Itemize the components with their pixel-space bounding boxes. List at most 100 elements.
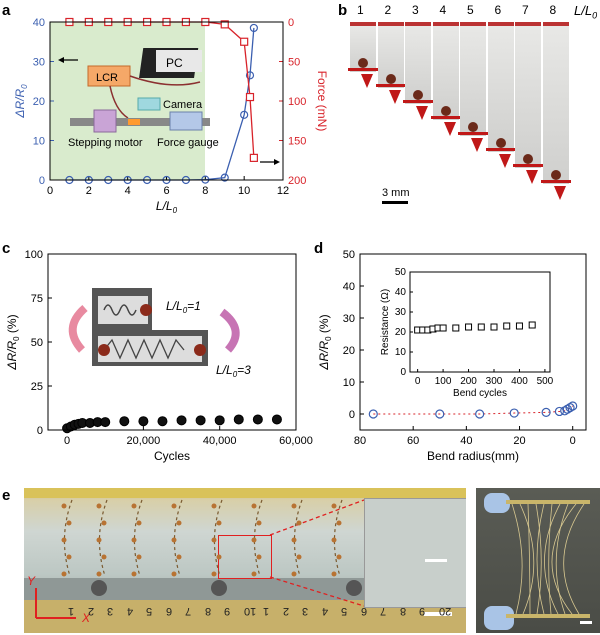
x-tick-label: 0 [47,185,53,197]
data-point [435,409,445,419]
bead [101,520,107,526]
bead [96,571,102,577]
ruler-number: 6 [165,605,172,617]
bead [336,554,342,560]
x-tick-label: 2 [86,185,92,197]
specimen-strip [542,22,569,184]
inset-frame-d [409,271,551,373]
inset-x-axis-label: Bend cycles [453,388,507,399]
data-point [568,401,578,411]
step-label: 5 [467,3,474,17]
panel-label-a: a [2,2,11,19]
clamp-bar [458,132,488,135]
x-tick-label: 40 [460,435,472,447]
bead [331,571,337,577]
serpentine-wire [333,499,343,577]
inset-text-1: L/L0=1 [166,299,201,315]
panel-label-b: b [338,2,348,19]
inset-x-tick-label: 500 [537,376,554,387]
chart-c: 0 20,000 40,000 60,000 0 25 50 75 100 Cycles ΔR/R0… [5,249,313,463]
y-tick-label-left: 10 [33,136,45,148]
y-axis-label-right: Force (mN) [315,71,329,132]
bead [96,537,102,543]
y-tick-label: 50 [343,249,355,261]
specimen-strip [432,22,459,120]
bead [291,571,297,577]
x-tick-label: 0 [64,435,70,447]
ruler-number: 10 [243,605,256,617]
ruler-number: 1 [68,605,75,617]
stretched-wire [536,503,545,615]
pull-arrow [526,170,538,184]
ruler-number: 8 [399,605,406,617]
ruler-number: 7 [380,605,387,617]
specimen-strip [515,22,541,168]
axis-y-label: Y [27,574,36,588]
bead [331,537,337,543]
bead [336,520,342,526]
y-tick-label-right: 50 [288,57,300,69]
bead [216,520,222,526]
inset-point [528,321,536,329]
data-point [214,415,225,426]
step-label: 4 [439,3,447,17]
camera-label: Camera [163,99,203,111]
bead [171,503,177,509]
ruler-number: 6 [360,605,367,617]
ruler-number: 2 [282,605,289,617]
inset-point [503,322,511,330]
bead [468,122,478,132]
y-tick-label-right: 200 [288,175,306,187]
data-point [565,403,575,413]
step-label: 1 [357,3,364,17]
point-left [249,23,258,33]
lcr-label: LCR [96,72,118,84]
ruler-number: 4 [321,605,328,617]
stretched-wire [527,503,531,615]
y-tick-label: 0 [37,425,43,437]
y-tick-label-left: 0 [39,175,45,187]
arrow-right [219,308,240,353]
pull-arrow [443,122,456,136]
panel-b: L/L0 1 2 3 4 5 6 7 8 3 mm [338,0,600,232]
inset-text-2: L/L0=3 [216,363,251,379]
specimen-strip [487,22,514,152]
serpentine-wire [253,499,263,577]
stretched-wire [511,503,523,615]
ruler-number: 9 [224,605,231,617]
x-tick-label: 40,000 [203,435,237,447]
scale-bar: 3 mm [382,187,410,204]
ruler-number: 8 [204,605,211,617]
x-axis-label: L/L0 [156,199,178,215]
bead [251,503,257,509]
bead [176,554,182,560]
point-right [245,92,255,102]
bead [216,554,222,560]
inset-point [515,322,523,330]
ruler-number: 1 [263,605,270,617]
inset-point [465,323,473,331]
arrow-left [68,304,88,353]
serpentine-wire [63,499,73,577]
pull-arrow [416,106,428,120]
y-tick-label-right: 0 [288,17,294,29]
bead [211,537,217,543]
ruler-number: 20 [438,605,451,617]
data-point [368,409,378,419]
axis-x-label: X [82,611,91,625]
y-axis-label: ΔR/R0 (%) [317,314,333,370]
inset-y-tick-label: 10 [395,347,407,358]
y-tick-label: 0 [349,409,355,421]
y-tick-label: 50 [31,337,43,349]
ruler-number: 2 [87,605,94,617]
bead [131,571,137,577]
bead [413,90,423,100]
inset-x-tick-label: 0 [415,376,421,387]
x-tick-label: 80 [354,435,366,447]
pull-arrow [471,138,483,152]
bead [550,170,561,180]
x-tick-label: 60,000 [279,435,313,447]
serpentine-wire [213,499,223,577]
bead [171,571,177,577]
